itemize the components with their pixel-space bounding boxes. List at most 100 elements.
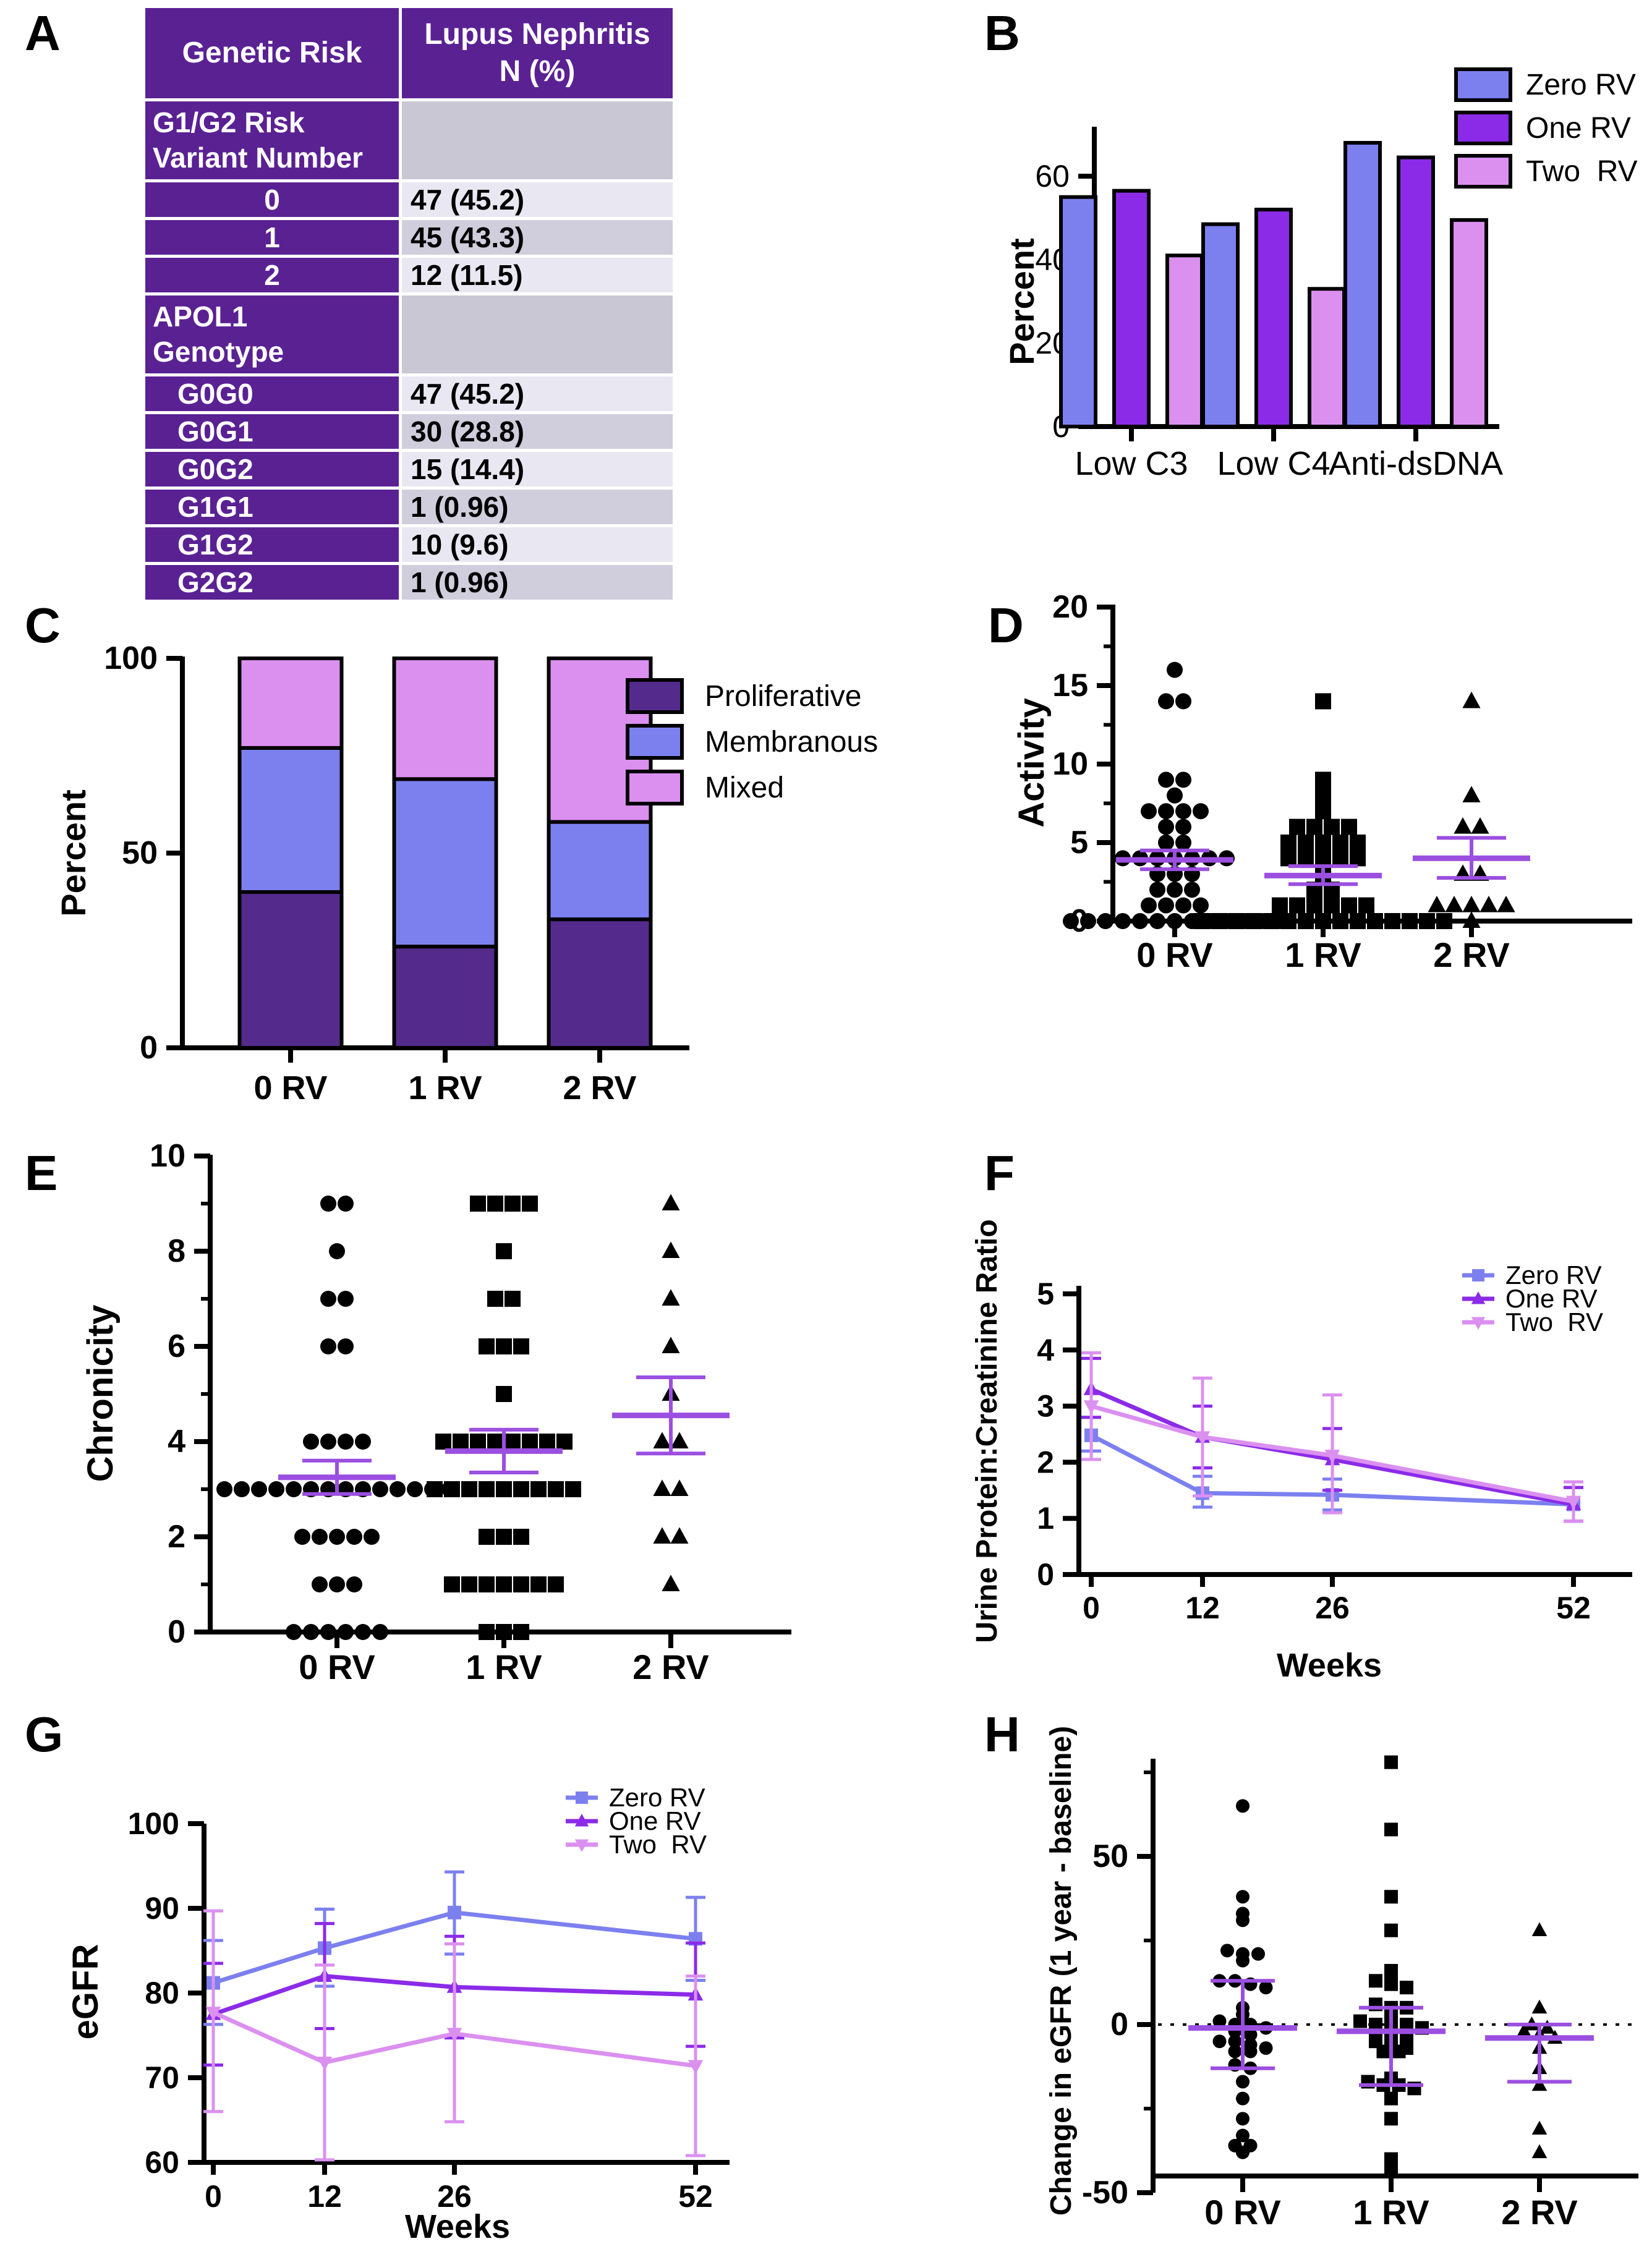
- svg-text:Percent: Percent: [54, 789, 93, 916]
- svg-text:100: 100: [128, 1806, 179, 1841]
- table-cell-label: G2G2: [145, 565, 399, 600]
- svg-text:1: 1: [1037, 1501, 1054, 1536]
- svg-text:6: 6: [168, 1328, 185, 1364]
- svg-text:50: 50: [122, 835, 158, 871]
- svg-text:Membranous: Membranous: [705, 726, 878, 759]
- table-cell-label: G0G0: [145, 376, 399, 411]
- table-row: G1G1 1 (0.96): [145, 490, 673, 524]
- svg-text:90: 90: [145, 1891, 179, 1926]
- genetic-risk-table: Genetic Risk Lupus Nephritis N (%) G1/G2 Ri…: [142, 5, 676, 603]
- svg-text:Chronicity: Chronicity: [80, 1305, 121, 1482]
- svg-text:0 RV: 0 RV: [1204, 2193, 1280, 2232]
- svg-text:Two RV: Two RV: [1526, 155, 1638, 188]
- svg-text:100: 100: [104, 640, 158, 676]
- svg-text:Activity: Activity: [1011, 698, 1052, 828]
- svg-text:10: 10: [1052, 746, 1088, 782]
- svg-text:Zero RV: Zero RV: [1526, 69, 1636, 101]
- table-row: G1/G2 Risk Variant Number: [145, 101, 673, 179]
- svg-text:12: 12: [1185, 1591, 1220, 1625]
- panel-h-letter: H: [984, 1707, 1020, 1762]
- table-cell-value: [402, 295, 673, 373]
- table-row: G0G2 15 (14.4): [145, 452, 673, 487]
- svg-text:0: 0: [140, 1030, 158, 1066]
- table-row: G1G2 10 (9.6): [145, 527, 673, 562]
- table-cell-value: 1 (0.96): [402, 490, 673, 524]
- table-row: 0 47 (45.2): [145, 182, 673, 217]
- table-cell-label: 1: [145, 220, 399, 255]
- panel-e-letter: E: [25, 1145, 58, 1201]
- panel-h-chart: -50 0 50 Change in eGFR (1 year - baseline)…: [896, 1706, 1652, 2244]
- table-cell-value: 10 (9.6): [402, 527, 673, 562]
- chart-svg-h: -50 0 50 Change in eGFR (1 year - baseline)…: [1045, 1726, 1638, 2232]
- svg-text:0 RV: 0 RV: [253, 1069, 327, 1107]
- svg-text:60: 60: [145, 2145, 179, 2180]
- svg-text:One RV: One RV: [609, 1806, 701, 1835]
- svg-text:1 RV: 1 RV: [1353, 2193, 1429, 2232]
- table-cell-label: G1G2: [145, 527, 399, 562]
- svg-text:One RV: One RV: [1526, 112, 1631, 145]
- svg-text:8: 8: [168, 1233, 185, 1269]
- svg-text:Weeks: Weeks: [405, 2208, 510, 2241]
- svg-text:Urine Protein:Creatinine Ratio: Urine Protein:Creatinine Ratio: [971, 1219, 1003, 1643]
- svg-text:2: 2: [168, 1519, 185, 1555]
- svg-text:26: 26: [1315, 1591, 1350, 1625]
- panel-a-letter: A: [25, 6, 61, 61]
- table-header: Lupus Nephritis N (%): [402, 8, 673, 98]
- table-cell-label: G1/G2 Risk Variant Number: [145, 101, 399, 179]
- svg-text:15: 15: [1052, 668, 1088, 703]
- svg-text:One RV: One RV: [1505, 1284, 1598, 1313]
- svg-text:Two RV: Two RV: [609, 1830, 707, 1859]
- table-cell-value: 47 (45.2): [402, 376, 673, 411]
- svg-text:50: 50: [1092, 1838, 1128, 1874]
- panel-c-letter: C: [25, 598, 61, 653]
- svg-text:60: 60: [1035, 159, 1070, 193]
- svg-text:0: 0: [1083, 1591, 1100, 1625]
- svg-text:Two RV: Two RV: [1505, 1307, 1603, 1337]
- chart-svg-c: 0 50 100 Percent 0 RV 1 RV 2 RV Proliferative Me…: [54, 640, 878, 1107]
- svg-text:1 RV: 1 RV: [408, 1069, 482, 1107]
- table-row: G0G1 30 (28.8): [145, 414, 673, 449]
- svg-text:2: 2: [1037, 1445, 1054, 1479]
- table-row: 1 45 (43.3): [145, 220, 673, 255]
- svg-text:26: 26: [437, 2179, 472, 2214]
- table-header: Genetic Risk: [145, 8, 399, 98]
- panel-a-table-container: Genetic Risk Lupus Nephritis N (%) G1/G2 Ri…: [142, 5, 676, 603]
- table-row: APOL1 Genotype: [145, 295, 673, 373]
- svg-text:5: 5: [1037, 1277, 1054, 1311]
- svg-text:4: 4: [168, 1424, 185, 1460]
- svg-text:2 RV: 2 RV: [632, 1647, 709, 1686]
- svg-text:0: 0: [205, 2179, 222, 2214]
- svg-text:0: 0: [168, 1614, 185, 1650]
- panel-g-chart: 60 70 80 90 100 eGFR 0 12 26 52 Weeks Zero RV One RV…: [0, 1706, 896, 2244]
- svg-text:20: 20: [1052, 589, 1088, 625]
- table-cell-value: 12 (11.5): [402, 258, 673, 292]
- table-cell-value: 45 (43.3): [402, 220, 673, 255]
- svg-text:2 RV: 2 RV: [1501, 2193, 1577, 2232]
- svg-text:Percent: Percent: [1002, 238, 1041, 365]
- panel-d-chart: 0 5 10 15 20 Activity 0 RV 1 RV 2 RV: [896, 587, 1652, 1147]
- table-cell-value: [402, 101, 673, 179]
- table-row: G2G2 1 (0.96): [145, 565, 673, 600]
- svg-text:70: 70: [145, 2060, 179, 2095]
- table-cell-label: 2: [145, 258, 399, 292]
- table-cell-label: G0G2: [145, 452, 399, 487]
- svg-text:Proliferative: Proliferative: [705, 680, 861, 713]
- svg-text:1 RV: 1 RV: [1285, 935, 1361, 974]
- svg-text:Anti-dsDNA: Anti-dsDNA: [1329, 445, 1503, 482]
- svg-text:Zero RV: Zero RV: [609, 1783, 705, 1812]
- svg-text:3: 3: [1037, 1389, 1054, 1424]
- table-cell-label: 0: [145, 182, 399, 217]
- svg-text:Change in eGFR (1 year - basel: Change in eGFR (1 year - baseline): [1045, 1726, 1078, 2216]
- svg-text:0 RV: 0 RV: [299, 1647, 375, 1686]
- svg-text:-50: -50: [1082, 2175, 1128, 2211]
- svg-text:12: 12: [307, 2179, 342, 2214]
- svg-text:Zero RV: Zero RV: [1505, 1260, 1602, 1290]
- svg-text:2 RV: 2 RV: [563, 1069, 636, 1107]
- chart-svg-e: 0 2 4 6 8 10 Chronicity 0 RV 1 RV 2 RV: [80, 1138, 791, 1686]
- svg-text:10: 10: [150, 1144, 185, 1174]
- svg-text:eGFR: eGFR: [66, 1944, 106, 2040]
